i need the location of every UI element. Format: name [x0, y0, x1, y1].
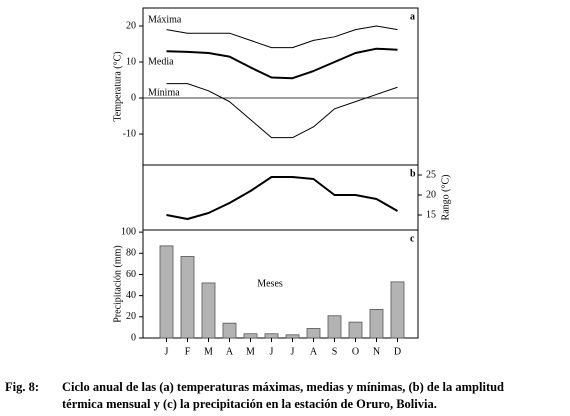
x-tick-label: D [394, 346, 401, 357]
y-tick-label: 100 [121, 226, 136, 237]
y-tick-label: -10 [123, 128, 136, 139]
bar [243, 333, 258, 339]
y-tick-label: 0 [131, 92, 136, 103]
series-label: Media [148, 56, 174, 67]
bar [327, 315, 342, 339]
caption-label: Fig. 8: [5, 380, 39, 394]
y-tick-label: 20 [126, 311, 136, 322]
x-tick-label: F [185, 346, 191, 357]
bar [159, 245, 174, 339]
bar [390, 281, 405, 339]
y-tick-label: 60 [126, 269, 136, 280]
caption-line: térmica mensual y (c) la precipitación e… [62, 397, 437, 411]
x-axis-label: Meses [257, 278, 283, 289]
y-tick-label: 10 [126, 56, 136, 67]
panel-frame [142, 229, 419, 339]
y-tick-label: 20 [426, 189, 436, 200]
panel-label: a [410, 11, 415, 22]
bar [201, 282, 216, 339]
x-tick-label: J [291, 346, 295, 357]
panel-frame [142, 164, 419, 231]
x-tick-label: M [204, 346, 213, 357]
data-line [166, 83, 398, 139]
x-tick-label: J [270, 346, 274, 357]
data-line [166, 176, 398, 220]
panel-label: c [410, 233, 415, 244]
bar [348, 321, 363, 339]
y-tick-label: 25 [426, 169, 436, 180]
y-tick-label: 80 [126, 248, 136, 259]
series-label: Máxima [148, 14, 182, 25]
x-tick-label: J [165, 346, 169, 357]
bar [369, 309, 384, 339]
caption-line: Ciclo anual de las (a) temperaturas máxi… [62, 380, 504, 394]
x-tick-label: A [310, 346, 318, 357]
data-line [166, 47, 398, 80]
x-tick-label: A [226, 346, 234, 357]
bar [306, 328, 321, 339]
y-axis-label: Temperatura (°C) [112, 51, 123, 121]
y-axis-label: Rango (°C) [440, 175, 451, 221]
x-tick-label: S [332, 346, 338, 357]
panel-frame [142, 7, 419, 166]
panel-label: b [410, 168, 416, 179]
series-label: Mínima [148, 87, 180, 98]
y-axis-label: Precipitación (mm) [112, 245, 123, 322]
data-line [166, 25, 398, 49]
x-tick-label: N [373, 346, 380, 357]
bar [264, 333, 279, 339]
y-tick-label: 0 [131, 332, 136, 343]
y-tick-label: 40 [126, 290, 136, 301]
y-tick-label: 20 [126, 20, 136, 31]
bar [285, 334, 300, 339]
y-tick-label: 15 [426, 209, 436, 220]
bar [222, 322, 237, 339]
x-tick-label: M [246, 346, 255, 357]
x-tick-label: O [352, 346, 359, 357]
bar [180, 256, 195, 339]
